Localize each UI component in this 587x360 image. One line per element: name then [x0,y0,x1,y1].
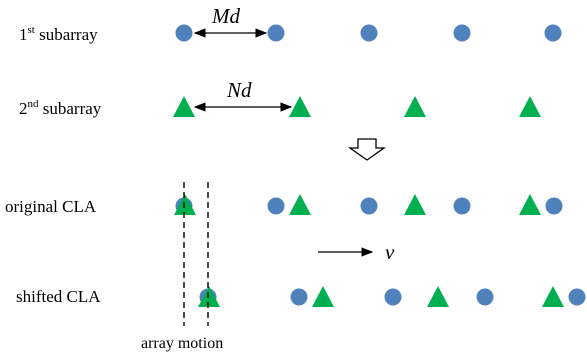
velocity-label: v [385,240,395,264]
triangle-sensor-icon [519,194,541,215]
circle-sensor-icon [360,24,378,42]
circle-sensor-icon [453,197,471,215]
triangle-sensor-icon [404,96,426,117]
triangle-sensor-icon [174,194,196,215]
triangle-sensor-icon [542,286,564,307]
circle-sensor-icon [545,197,563,215]
circle-sensor-icon [267,24,285,42]
triangle-sensor-icon [289,194,311,215]
shifted-cla-elements [198,286,586,307]
circle-sensor-icon [267,197,285,215]
circle-sensor-icon [384,288,402,306]
hollow-down-arrow-icon [347,138,387,161]
row-label-1st-subarray: 1st subarray [19,24,98,44]
row-label-2nd-subarray: 2nd subarray [19,98,102,118]
original-cla-elements [174,194,563,215]
triangle-sensor-icon [198,286,220,307]
subarray-1-elements [175,24,562,42]
circle-sensor-icon [544,24,562,42]
triangle-sensor-icon [312,286,334,307]
triangle-sensor-icon [289,96,311,117]
row-label-shifted-cla: shifted CLA [16,287,101,306]
circle-sensor-icon [453,24,471,42]
triangle-sensor-icon [404,194,426,215]
spacing-label-md: Md [211,4,240,28]
triangle-sensor-icon [173,96,195,117]
circle-sensor-icon [290,288,308,306]
circle-sensor-icon [568,288,586,306]
circle-sensor-icon [360,197,378,215]
triangle-sensor-icon [427,286,449,307]
row-label-original-cla: original CLA [5,197,97,216]
circle-sensor-icon [175,24,193,42]
array-motion-label: array motion [141,335,223,352]
circle-sensor-icon [476,288,494,306]
spacing-label-nd: Nd [226,78,252,102]
subarray-2-elements [173,96,541,117]
triangle-sensor-icon [519,96,541,117]
